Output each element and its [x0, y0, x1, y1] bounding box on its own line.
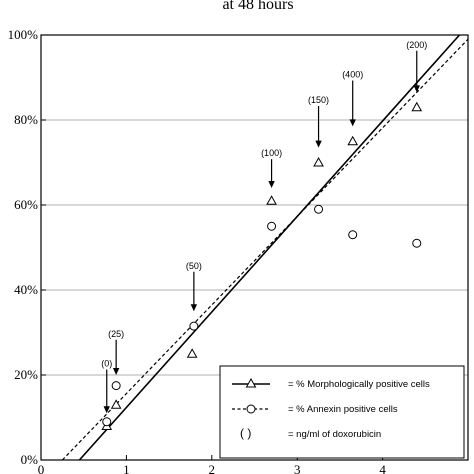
x-tick-label-1: 1 [123, 462, 130, 474]
legend-label-annexin: = % Annexin positive cells [288, 404, 398, 415]
x-tick-label-3: 3 [294, 462, 301, 474]
annotation-arrow-head-2 [190, 304, 198, 312]
triangle-point-2 [186, 348, 198, 358]
x-tick-label-0: 0 [38, 462, 45, 474]
data-markers [101, 101, 423, 430]
legend-label-dose-unit: = ng/ml of doxorubicin [288, 429, 381, 440]
x-tick-label-2: 2 [209, 462, 216, 474]
fit-lines [61, 35, 468, 460]
circle-point-6 [412, 238, 422, 248]
annotation-arrow-head-6 [413, 85, 420, 93]
plot-frame [40, 34, 469, 461]
annotation-label-2: (50) [186, 261, 202, 271]
legend-triangle-marker [245, 377, 257, 388]
circle-point-2 [189, 321, 199, 331]
annotation-label-3: (100) [261, 148, 282, 158]
annotation-arrow-head-1 [112, 368, 120, 375]
circle-point-3 [267, 221, 277, 231]
circle-point-4 [314, 204, 324, 214]
gridlines [41, 119, 468, 376]
fit-line-series-0 [78, 35, 461, 460]
circle-point-0 [102, 417, 112, 427]
legend-paren-symbol: ( ) [240, 426, 251, 440]
chart-title: at 48 hours [222, 0, 293, 13]
annotations: (0) (25) (50) (100) (150) (400) (200) [101, 40, 427, 414]
triangle-point-4 [313, 156, 324, 167]
triangle-point-3 [266, 195, 277, 205]
annotation-label-4: (150) [308, 95, 329, 105]
x-tick-label-4: 4 [379, 462, 386, 474]
annotation-label-0: (0) [101, 359, 112, 369]
legend: = % Morphologically positive cells = % A… [219, 365, 465, 459]
annotation-arrow-head-0 [103, 406, 110, 414]
y-tick-label-3: 60% [14, 197, 38, 212]
circle-point-5 [348, 230, 358, 240]
annotation-label-6: (200) [406, 40, 427, 50]
y-tick-label-5: 100% [8, 27, 39, 42]
y-tick-label-0: 0% [21, 452, 39, 467]
annotation-arrow-head-5 [349, 119, 356, 127]
axis-ticks: 0% 20% 40% 60% 80% 100% 0 1 2 3 4 [8, 27, 387, 474]
y-tick-label-1: 20% [14, 367, 38, 382]
legend-circle-marker [246, 404, 256, 414]
annotation-arrow-head-3 [268, 181, 275, 188]
annotation-label-5: (400) [342, 70, 363, 80]
legend-box [219, 365, 465, 459]
triangle-point-1 [110, 399, 122, 409]
circle-point-1 [111, 381, 121, 391]
triangle-point-5 [347, 135, 359, 146]
annotation-label-1: (25) [108, 329, 124, 339]
legend-label-morphological: = % Morphologically positive cells [288, 379, 430, 390]
fit-line-series-1 [61, 38, 468, 460]
triangle-point-6 [411, 101, 423, 112]
y-tick-label-2: 40% [14, 282, 38, 297]
annotation-arrow-head-4 [315, 140, 322, 148]
y-tick-label-4: 80% [14, 112, 38, 127]
